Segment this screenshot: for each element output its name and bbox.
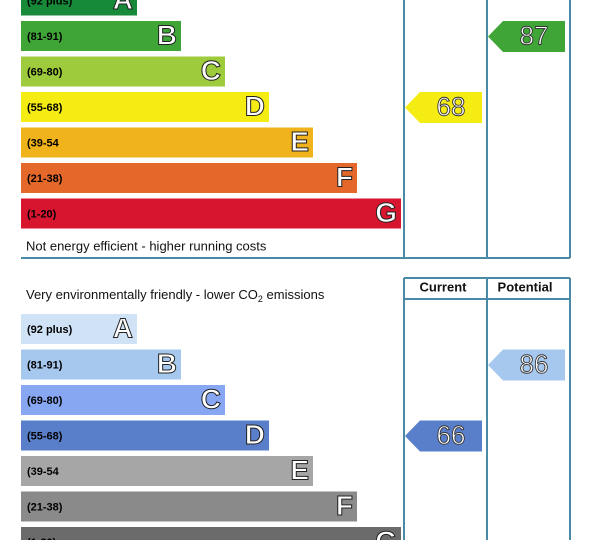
rating-band — [21, 127, 313, 158]
band-letter: D — [245, 90, 265, 121]
rating-band — [21, 92, 269, 122]
current-arrow — [405, 92, 482, 123]
rating-band — [21, 491, 357, 522]
rating-band — [21, 314, 137, 344]
rating-band — [21, 527, 401, 540]
rating-band — [21, 456, 313, 486]
band-letter: G — [375, 197, 397, 228]
current-value: 68 — [437, 91, 466, 121]
potential-arrow — [488, 21, 565, 52]
subscript: 2 — [258, 294, 263, 304]
band-letter: A — [113, 312, 133, 343]
band-letter: B — [157, 348, 177, 379]
band-letter: E — [290, 454, 309, 485]
potential-value: 86 — [520, 349, 549, 379]
band-range: (69-80) — [27, 395, 63, 407]
rating-band — [21, 198, 401, 229]
text-part: Very environmentally friendly - lower CO — [26, 287, 258, 302]
band-range: (1-20) — [27, 537, 57, 540]
band-letter: B — [157, 19, 177, 50]
rating-band — [21, 385, 225, 415]
band-letter: D — [245, 419, 265, 450]
rating-band — [21, 56, 225, 87]
band-range: (21-38) — [27, 173, 63, 185]
band-range: (1-20) — [27, 208, 57, 220]
footer-text: Not energy efficient - higher running co… — [26, 238, 267, 253]
energy-frame — [21, 0, 571, 259]
band-letter: C — [201, 383, 221, 414]
band-range: (55-68) — [27, 430, 63, 442]
current-value: 66 — [437, 420, 466, 450]
band-letter: G — [375, 525, 397, 540]
band-letter: C — [201, 55, 221, 86]
rating-band — [21, 163, 357, 193]
band-range: (39-54 — [27, 466, 60, 478]
env-frame — [403, 277, 571, 540]
band-range: (92 plus) — [27, 0, 73, 7]
current-arrow — [405, 420, 482, 452]
band-letter: F — [336, 490, 353, 521]
rating-band — [21, 0, 137, 16]
potential-value: 87 — [520, 20, 549, 50]
band-range: (39-54 — [27, 137, 60, 149]
band-range: (69-80) — [27, 66, 63, 78]
potential-arrow — [488, 349, 565, 381]
env-header-text: Very environmentally friendly - lower CO… — [26, 287, 325, 304]
rating-band — [21, 21, 181, 51]
band-letter: F — [336, 161, 353, 192]
band-letter: A — [113, 0, 133, 15]
band-range: (21-38) — [27, 501, 63, 513]
band-range: (81-91) — [27, 31, 63, 43]
current-header: Current — [420, 279, 468, 294]
band-range: (92 plus) — [27, 324, 73, 336]
rating-band — [21, 349, 181, 380]
band-letter: E — [290, 126, 309, 157]
text-part: emissions — [263, 287, 325, 302]
band-range: (55-68) — [27, 102, 63, 114]
rating-band — [21, 420, 269, 451]
potential-header: Potential — [498, 279, 553, 294]
band-range: (81-91) — [27, 359, 63, 371]
